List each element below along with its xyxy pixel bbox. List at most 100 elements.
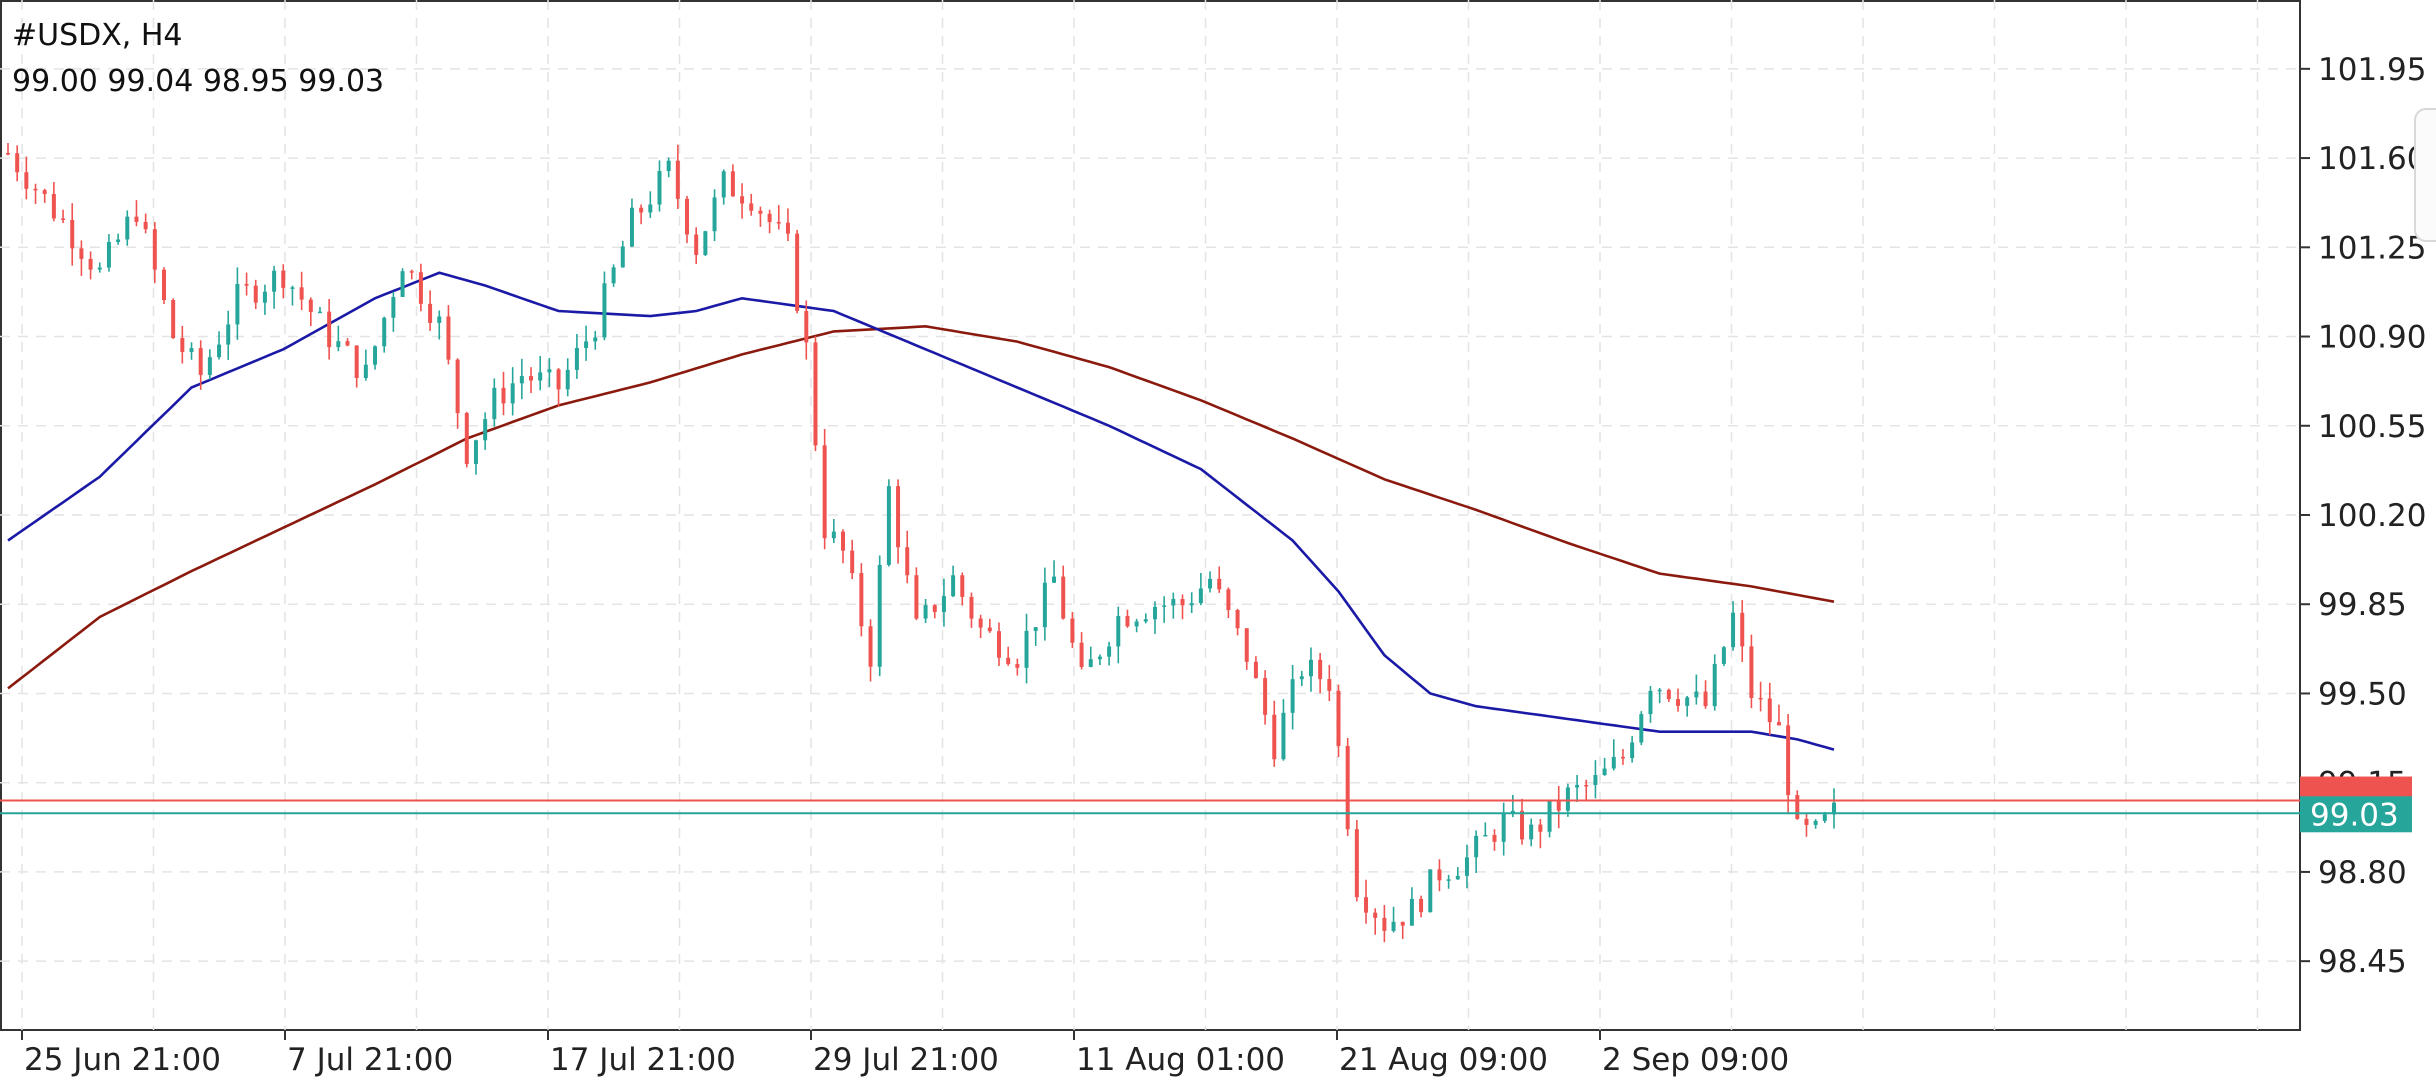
candle-body xyxy=(345,341,350,346)
candle-body xyxy=(1492,834,1497,842)
candle-body xyxy=(134,216,139,222)
x-tick-label: 29 Jul 21:00 xyxy=(813,1042,999,1078)
candle-body xyxy=(1648,690,1653,715)
candle-body xyxy=(1070,618,1075,643)
candle-body xyxy=(299,287,304,300)
candle-body xyxy=(969,596,974,619)
candle-body xyxy=(1501,813,1506,842)
candle-body xyxy=(473,440,478,465)
candle-body xyxy=(1758,697,1763,700)
candle-body xyxy=(1033,627,1038,631)
moving-average-slow-line xyxy=(7,324,1835,690)
candle-body xyxy=(161,269,166,300)
candle-body xyxy=(1731,612,1736,648)
candle-body xyxy=(1327,679,1332,691)
candle-body xyxy=(1042,582,1047,628)
candle-body xyxy=(400,271,405,297)
candle-body xyxy=(1015,664,1020,668)
y-tick-label: 98.45 xyxy=(2318,944,2407,980)
candle-body xyxy=(1804,818,1809,825)
candle-body xyxy=(1281,712,1286,760)
candle-body xyxy=(758,210,763,214)
candle-body xyxy=(1483,834,1488,837)
candle-body xyxy=(1263,678,1268,715)
candle-body xyxy=(785,222,790,234)
candle-body xyxy=(97,267,102,270)
candle-body xyxy=(152,229,157,270)
candle-body xyxy=(1253,661,1258,679)
candle-body xyxy=(391,296,396,318)
candle-body xyxy=(749,203,754,211)
x-tick-label: 17 Jul 21:00 xyxy=(550,1042,736,1078)
candle-body xyxy=(565,369,570,390)
candle-body xyxy=(1391,921,1396,931)
candle-body xyxy=(1520,810,1525,840)
candle-body xyxy=(1024,630,1029,668)
candle-body xyxy=(1556,800,1561,811)
y-tick-label: 100.90 xyxy=(2318,320,2426,356)
candle-body xyxy=(1676,699,1681,706)
y-tick-label: 100.20 xyxy=(2318,498,2426,534)
candle-body xyxy=(88,258,93,270)
candle-body xyxy=(6,152,10,155)
side-panel-handle[interactable] xyxy=(2414,108,2436,242)
candle-body xyxy=(42,190,47,195)
candle-body xyxy=(483,419,488,441)
candle-body xyxy=(1088,659,1093,667)
x-tick-label: 2 Sep 09:00 xyxy=(1602,1042,1789,1078)
current-price-label: 99.03 xyxy=(2310,797,2399,833)
candle-body xyxy=(1318,659,1323,680)
candle-body xyxy=(941,596,946,613)
candle-body xyxy=(1143,619,1148,622)
candle-body xyxy=(1666,689,1671,700)
candle-body xyxy=(1290,679,1295,713)
candle-body xyxy=(978,618,983,628)
candle-body xyxy=(1547,800,1552,832)
candle-body xyxy=(1767,698,1772,723)
candle-body xyxy=(1832,802,1836,815)
candle-body xyxy=(685,198,690,235)
candle-body xyxy=(308,299,313,312)
candle-body xyxy=(1373,912,1378,918)
candle-body xyxy=(1409,898,1414,926)
candle-body xyxy=(446,316,451,360)
candle-body xyxy=(1464,857,1469,876)
candle-body xyxy=(373,346,378,365)
candle-body xyxy=(529,376,534,381)
candle-body xyxy=(611,267,616,284)
candle-body xyxy=(1079,642,1084,667)
candle-body xyxy=(648,204,653,213)
candle-body xyxy=(455,359,460,414)
candle-body xyxy=(868,626,873,667)
candle-body xyxy=(804,310,809,343)
x-tick-label: 25 Jun 21:00 xyxy=(24,1042,221,1078)
candle-body xyxy=(859,573,864,627)
candle-body xyxy=(602,283,607,338)
candle-body xyxy=(1052,576,1057,583)
candle-body xyxy=(1593,775,1598,786)
candle-body xyxy=(418,272,423,304)
candle-body xyxy=(1336,690,1341,746)
candle-body xyxy=(923,605,928,619)
candle-body xyxy=(795,233,800,311)
candle-body xyxy=(666,160,671,172)
candle-body xyxy=(1134,621,1139,627)
candle-body xyxy=(24,172,29,189)
candle-body xyxy=(712,197,717,232)
candle-body xyxy=(1584,784,1589,787)
candle-body xyxy=(1428,869,1433,913)
candle-body xyxy=(1419,898,1424,913)
candle-body xyxy=(409,271,414,273)
symbol-timeframe-label: #USDX, H4 xyxy=(12,18,183,53)
candle-body xyxy=(547,369,552,373)
candle-body xyxy=(574,347,579,370)
candle-body xyxy=(1795,795,1800,819)
candle-body xyxy=(914,575,919,619)
candle-body xyxy=(1382,917,1387,931)
candle-body xyxy=(437,316,442,323)
candle-body xyxy=(1107,646,1112,657)
candle-body xyxy=(492,387,497,420)
candle-body xyxy=(363,364,368,379)
